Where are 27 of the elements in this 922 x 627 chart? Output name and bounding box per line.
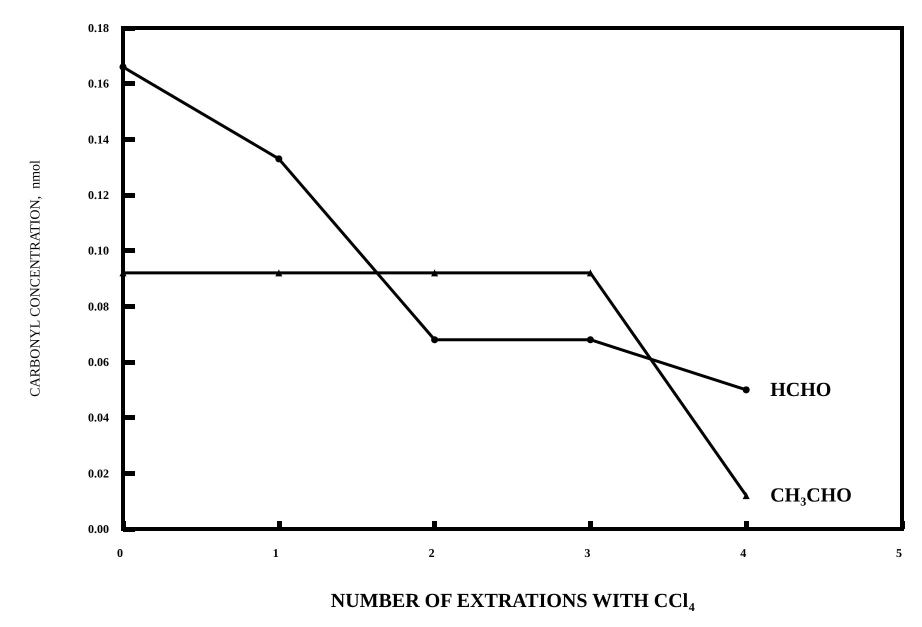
x-tick-label: 4 bbox=[740, 546, 746, 560]
y-tick-label: 0.04 bbox=[88, 410, 109, 425]
point bbox=[742, 492, 750, 500]
series-label: HCHO bbox=[770, 378, 832, 401]
point bbox=[431, 336, 438, 344]
y-tick-label: 0.16 bbox=[88, 76, 109, 91]
point bbox=[431, 269, 438, 276]
point bbox=[275, 155, 282, 162]
x-tick-label: 1 bbox=[272, 546, 279, 560]
point bbox=[275, 269, 282, 276]
y-tick-label: 0.02 bbox=[88, 466, 109, 480]
point bbox=[586, 269, 594, 276]
y-tick-label: 0.18 bbox=[88, 21, 109, 35]
point bbox=[586, 336, 594, 344]
x-tick-label: 2 bbox=[428, 546, 435, 560]
x-tick-label: 0 bbox=[117, 546, 123, 560]
y-tick-label: 0.06 bbox=[88, 355, 109, 369]
y-tick-label: 0.08 bbox=[88, 299, 109, 314]
point bbox=[120, 63, 126, 70]
point bbox=[742, 386, 750, 394]
x-tick-label: 3 bbox=[584, 546, 590, 560]
y-tick-label: 0.12 bbox=[88, 188, 109, 202]
y-tick-label: 0.14 bbox=[88, 132, 109, 146]
y-tick-label: 0.10 bbox=[88, 244, 109, 258]
x-tick-label: 5 bbox=[896, 546, 902, 560]
y-axis-title: CARBONYL CONCENTRATION, nmol bbox=[28, 160, 44, 397]
y-tick-label: 0.00 bbox=[88, 522, 109, 536]
